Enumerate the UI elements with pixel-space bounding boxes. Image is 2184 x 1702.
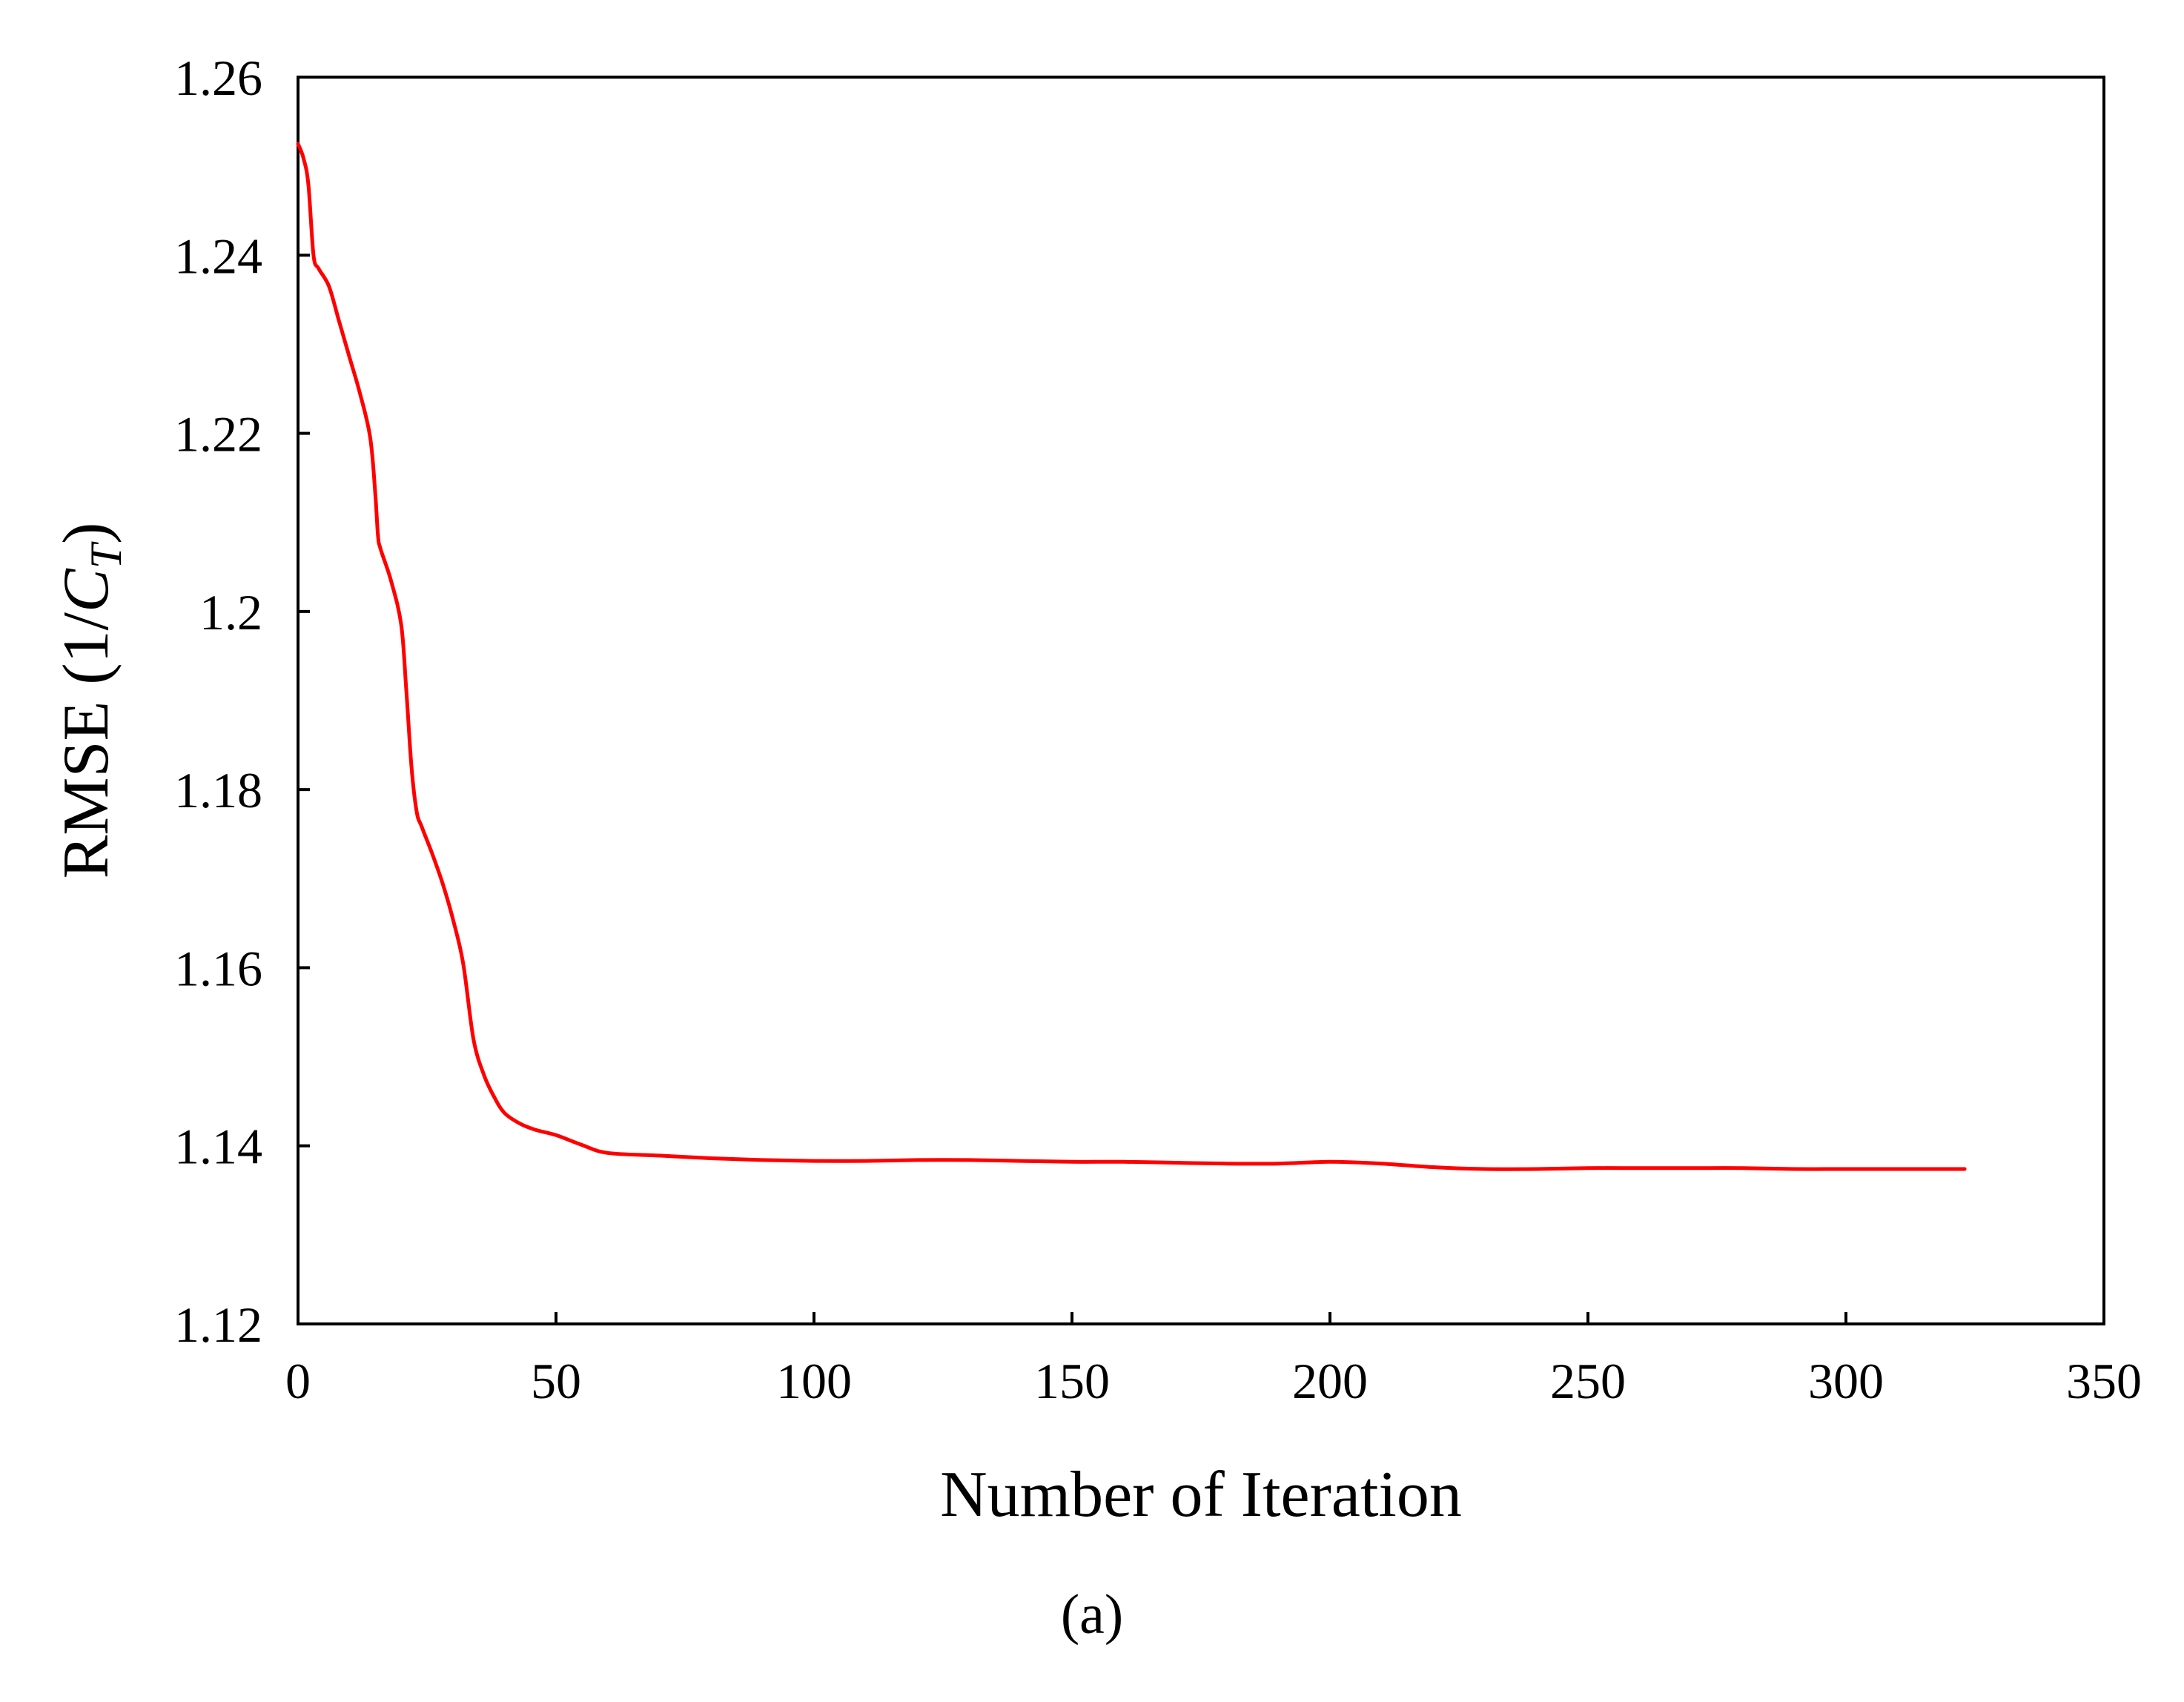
y-axis-title-subscript: T (82, 541, 130, 569)
series-line (296, 142, 1967, 1171)
y-tick-label: 1.2 (199, 584, 262, 640)
y-tick-label: 1.16 (174, 940, 262, 996)
y-axis-title-close: ) (50, 523, 122, 544)
x-axis-ticks: 0 50 100 150 200 250 300 350 (285, 1312, 2142, 1409)
y-axis-title-symbol: C (50, 568, 122, 612)
x-tick-label: 200 (1292, 1353, 1368, 1409)
x-tick-label: 350 (2066, 1353, 2142, 1409)
y-axis-ticks: 1.12 1.14 1.16 1.18 1.2 1.22 1.24 1.26 (174, 50, 310, 1353)
y-tick-label: 1.18 (174, 762, 262, 818)
y-tick-label: 1.22 (174, 406, 262, 463)
y-tick-label: 1.12 (174, 1297, 262, 1353)
x-tick-label: 250 (1550, 1353, 1626, 1409)
series-layer (296, 142, 1967, 1171)
x-tick-label: 300 (1808, 1353, 1884, 1409)
y-tick-label: 1.24 (174, 228, 262, 284)
figure-caption: (a) (1060, 1583, 1124, 1646)
x-tick-label: 50 (531, 1353, 581, 1409)
x-tick-label: 150 (1034, 1353, 1110, 1409)
x-tick-label: 100 (776, 1353, 852, 1409)
plot-area-frame (297, 76, 2105, 1325)
x-tick-label: 0 (285, 1353, 311, 1409)
x-axis-title: Number of Iteration (940, 1459, 1462, 1531)
y-axis-title: RMSE (1/CT) (50, 523, 130, 879)
y-axis-title-main: RMSE (1/ (50, 612, 122, 878)
y-tick-label: 1.14 (174, 1119, 262, 1175)
y-tick-label: 1.26 (174, 50, 262, 106)
